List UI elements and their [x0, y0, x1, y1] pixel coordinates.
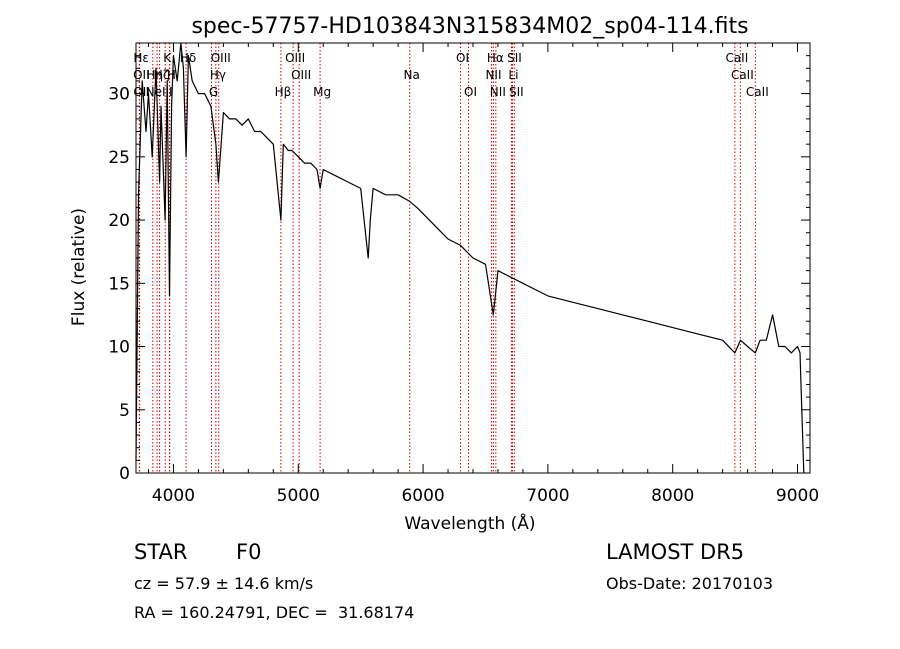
line-label: CaII [746, 85, 769, 99]
spectrum-series [135, 42, 805, 474]
class-label: STAR [134, 540, 188, 564]
subclass-label: F0 [236, 540, 262, 564]
x-tick-label: 4000 [152, 486, 195, 506]
redshift-text: cz = 57.9 ± 14.6 km/s [134, 574, 314, 593]
x-tick-label: 6000 [401, 486, 444, 506]
line-label: OI [464, 85, 477, 99]
y-tick-label: 0 [119, 464, 130, 484]
line-label: OIII [211, 51, 231, 65]
line-label: Hγ [210, 68, 226, 82]
x-axis-ticks: 4000 5000 6000 7000 8000 9000 [147, 43, 819, 506]
y-axis-ticks: 0 5 10 15 20 25 30 [108, 55, 810, 484]
line-label: CaII [731, 68, 754, 82]
line-label: NII [485, 68, 501, 82]
radec-text: RA = 160.24791, DEC = 31.68174 [134, 603, 415, 622]
line-label: OIII [285, 51, 305, 65]
y-tick-label: 15 [108, 274, 130, 294]
line-label: K [163, 51, 172, 65]
x-tick-label: 8000 [651, 486, 694, 506]
line-label: Hε [133, 51, 149, 65]
obs-date-text: Obs-Date: 20170103 [606, 574, 774, 593]
x-tick-label: 7000 [526, 486, 569, 506]
line-label: OIII [291, 68, 311, 82]
line-label: CaII [725, 51, 748, 65]
line-label: Li [508, 68, 518, 82]
spectrum-line [135, 42, 805, 474]
line-label: Na [404, 68, 420, 82]
line-label: NII [490, 85, 506, 99]
y-tick-label: 10 [108, 338, 130, 358]
y-tick-label: 30 [108, 85, 130, 105]
line-label: OI [456, 51, 469, 65]
y-tick-label: 20 [108, 211, 130, 231]
line-label: Hα [487, 51, 504, 65]
line-label: OII [133, 68, 150, 82]
line-label: SII [507, 51, 522, 65]
line-label: SII [509, 85, 524, 99]
chart-title: spec-57757-HD103843N315834M02_sp04-114.f… [191, 14, 748, 39]
line-label: Mg [313, 85, 331, 99]
line-label: Hβ [275, 85, 292, 99]
survey-label: LAMOST DR5 [606, 540, 745, 564]
x-axis-label: Wavelength (Å) [404, 512, 535, 534]
line-label: NeIII [146, 85, 173, 99]
y-axis-label: Flux (relative) [69, 208, 89, 326]
x-tick-label: 9000 [776, 486, 819, 506]
line-label: Hζ [154, 68, 170, 82]
spectral-lines [138, 43, 756, 473]
x-tick-label: 5000 [277, 486, 320, 506]
y-tick-label: 5 [119, 401, 130, 421]
line-label: Hη [147, 68, 164, 82]
y-tick-label: 25 [108, 148, 130, 168]
line-label: G [209, 85, 218, 99]
line-label: H [167, 68, 176, 82]
